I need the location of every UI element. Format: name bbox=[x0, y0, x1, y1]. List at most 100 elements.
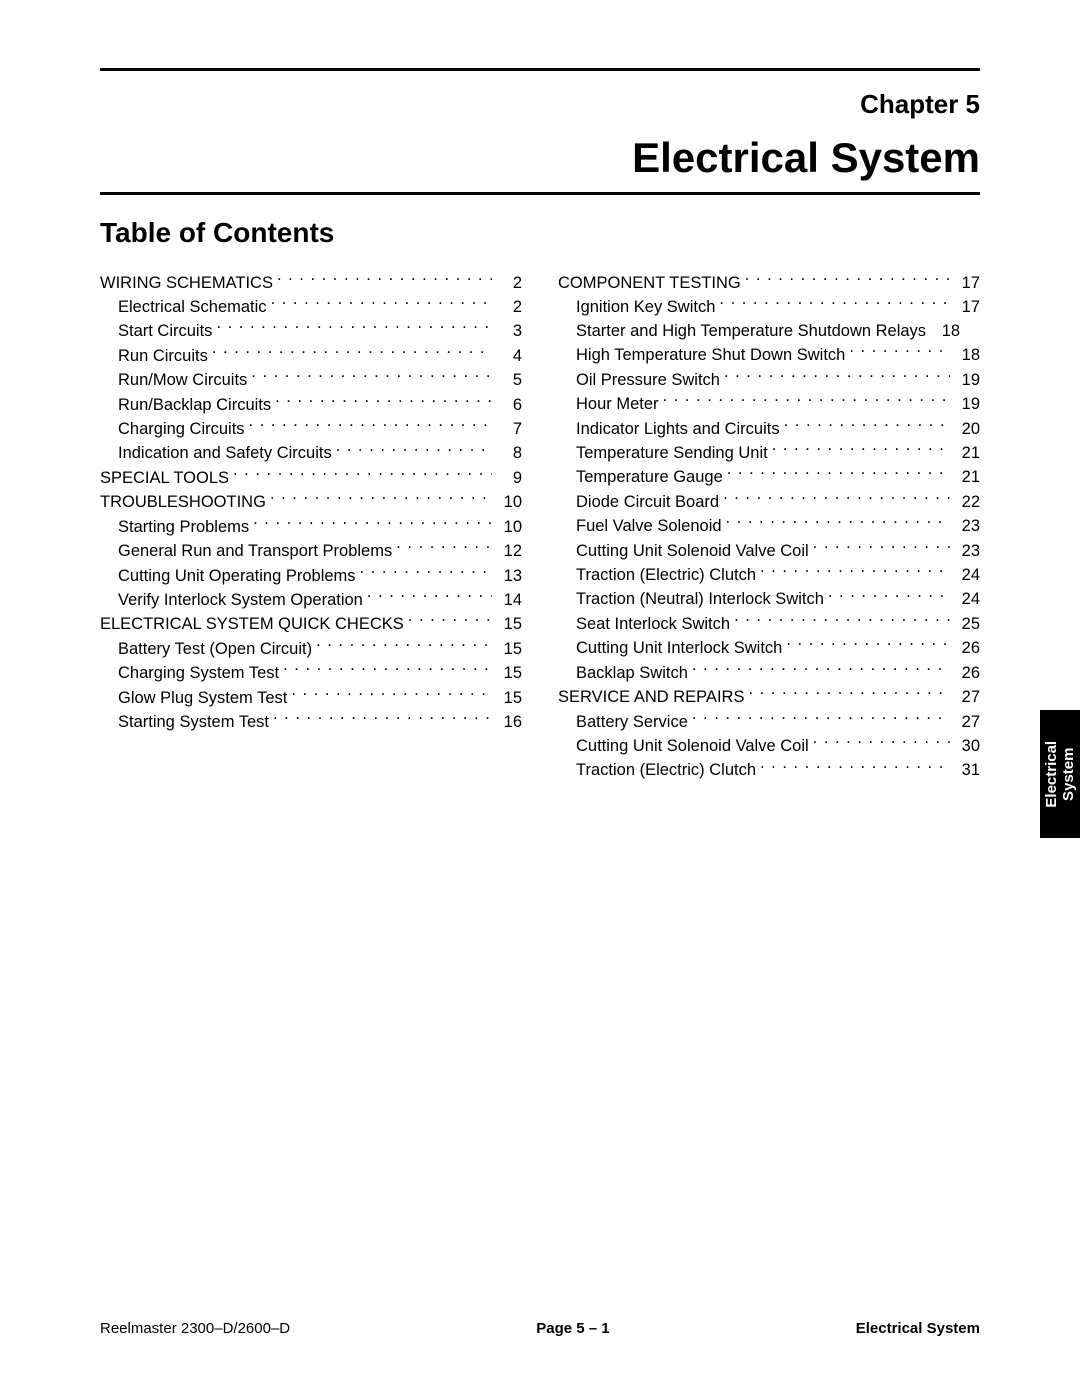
rule-top bbox=[100, 68, 980, 71]
side-tab-line1: Electrical bbox=[1043, 741, 1060, 808]
toc-entry: Traction (Electric) Clutch 24 bbox=[558, 564, 980, 588]
toc-entry-page: 18 bbox=[954, 344, 980, 368]
toc-leader-dots bbox=[760, 564, 950, 581]
toc-entry: Oil Pressure Switch19 bbox=[558, 368, 980, 392]
toc-entry: Glow Plug System Test 15 bbox=[100, 686, 522, 710]
toc-entry: Starting Problems10 bbox=[100, 515, 522, 539]
toc-leader-dots bbox=[273, 711, 492, 728]
toc-entry: Ignition Key Switch17 bbox=[558, 295, 980, 319]
toc-leader-dots bbox=[249, 418, 492, 435]
toc-leader-dots bbox=[408, 613, 492, 630]
toc-entry: Cutting Unit Solenoid Valve Coil30 bbox=[558, 735, 980, 759]
toc-entry-label: Starting System Test bbox=[118, 711, 269, 735]
toc-entry-page: 2 bbox=[496, 296, 522, 320]
toc-entry-page: 7 bbox=[496, 418, 522, 442]
toc-entry-page: 4 bbox=[496, 345, 522, 369]
toc-leader-dots bbox=[336, 442, 492, 459]
toc-entry-page: 5 bbox=[496, 369, 522, 393]
toc-leader-dots bbox=[233, 466, 492, 483]
toc-leader-dots bbox=[367, 588, 492, 605]
toc-entry-page: 24 bbox=[954, 564, 980, 588]
footer-center: Page 5 – 1 bbox=[536, 1320, 609, 1337]
toc-entry-label: WIRING SCHEMATICS bbox=[100, 272, 273, 296]
toc-leader-dots bbox=[786, 637, 950, 654]
toc-entry: Traction (Neutral) Interlock Switch24 bbox=[558, 588, 980, 612]
toc-entry-label: Glow Plug System Test bbox=[118, 687, 287, 711]
toc-entry-label: Run/Mow Circuits bbox=[118, 369, 247, 393]
toc-leader-dots bbox=[360, 564, 492, 581]
toc-leader-dots bbox=[734, 612, 950, 629]
toc-entry-label: Temperature Gauge bbox=[576, 466, 723, 490]
toc-entry: WIRING SCHEMATICS 2 bbox=[100, 271, 522, 295]
toc-leader-dots bbox=[692, 710, 950, 727]
toc-entry-page: 27 bbox=[954, 711, 980, 735]
toc-leader-dots bbox=[727, 466, 950, 483]
toc-entry-label: Battery Service bbox=[576, 711, 688, 735]
toc-entry-label: Traction (Electric) Clutch bbox=[576, 564, 756, 588]
toc-entry-page: 24 bbox=[954, 588, 980, 612]
page-container: Chapter 5 Electrical System Table of Con… bbox=[0, 0, 1080, 783]
toc-leader-dots bbox=[396, 540, 492, 557]
footer-left: Reelmaster 2300–D/2600–D bbox=[100, 1320, 290, 1337]
toc-entry-page: 27 bbox=[954, 686, 980, 710]
toc-entry-label: Cutting Unit Solenoid Valve Coil bbox=[576, 540, 809, 564]
toc-column-right: COMPONENT TESTING17Ignition Key Switch17… bbox=[558, 271, 980, 783]
toc-entry-page: 19 bbox=[954, 393, 980, 417]
toc-entry: Cutting Unit Interlock Switch26 bbox=[558, 637, 980, 661]
toc-entry-page: 26 bbox=[954, 637, 980, 661]
toc-entry: SERVICE AND REPAIRS 27 bbox=[558, 686, 980, 710]
toc-entry-page: 13 bbox=[496, 565, 522, 589]
toc-entry: Cutting Unit Solenoid Valve Coil23 bbox=[558, 539, 980, 563]
toc-entry: Starter and High Temperature Shutdown Re… bbox=[558, 320, 980, 344]
side-tab: Electrical System bbox=[1040, 710, 1080, 838]
toc-entry-page: 12 bbox=[496, 540, 522, 564]
toc-entry: Start Circuits3 bbox=[100, 320, 522, 344]
toc-entry-page: 25 bbox=[954, 613, 980, 637]
toc-entry-label: Run Circuits bbox=[118, 345, 208, 369]
toc-entry: ELECTRICAL SYSTEM QUICK CHECKS15 bbox=[100, 613, 522, 637]
toc-entry-label: SERVICE AND REPAIRS bbox=[558, 686, 744, 710]
toc-entry: COMPONENT TESTING17 bbox=[558, 271, 980, 295]
toc-entry-label: Charging Circuits bbox=[118, 418, 245, 442]
toc-entry-label: Starting Problems bbox=[118, 516, 249, 540]
toc-entry-page: 6 bbox=[496, 394, 522, 418]
toc-entry: Indicator Lights and Circuits20 bbox=[558, 417, 980, 441]
toc-entry-label: Indicator Lights and Circuits bbox=[576, 418, 780, 442]
toc-entry-page: 17 bbox=[954, 296, 980, 320]
toc-leader-dots bbox=[828, 588, 950, 605]
toc-entry: Cutting Unit Operating Problems 13 bbox=[100, 564, 522, 588]
toc-entry-page: 22 bbox=[954, 491, 980, 515]
toc-leader-dots bbox=[813, 735, 950, 752]
toc-entry-label: Diode Circuit Board bbox=[576, 491, 719, 515]
toc-entry-page: 16 bbox=[496, 711, 522, 735]
toc-entry-label: Cutting Unit Operating Problems bbox=[118, 565, 356, 589]
toc-entry-label: TROUBLESHOOTING bbox=[100, 491, 266, 515]
toc-entry-label: Electrical Schematic bbox=[118, 296, 267, 320]
toc-entry: Temperature Sending Unit21 bbox=[558, 441, 980, 465]
toc-entry: Seat Interlock Switch25 bbox=[558, 612, 980, 636]
toc-entry-label: Charging System Test bbox=[118, 662, 279, 686]
toc-entry-label: Run/Backlap Circuits bbox=[118, 394, 271, 418]
toc-entry-page: 26 bbox=[954, 662, 980, 686]
toc-entry-page: 15 bbox=[496, 687, 522, 711]
toc-entry-label: Fuel Valve Solenoid bbox=[576, 515, 722, 539]
toc-leader-dots bbox=[253, 515, 492, 532]
toc-entry-page: 2 bbox=[496, 272, 522, 296]
toc-entry-label: Verify Interlock System Operation bbox=[118, 589, 363, 613]
toc-entry-label: ELECTRICAL SYSTEM QUICK CHECKS bbox=[100, 613, 404, 637]
toc-leader-dots bbox=[724, 368, 950, 385]
toc-leader-dots bbox=[760, 759, 950, 776]
toc-entry-label: Hour Meter bbox=[576, 393, 659, 417]
toc-leader-dots bbox=[251, 369, 492, 386]
toc-entry-page: 15 bbox=[496, 638, 522, 662]
toc-leader-dots bbox=[692, 661, 950, 678]
toc-entry: Starting System Test 16 bbox=[100, 711, 522, 735]
toc-leader-dots bbox=[291, 686, 492, 703]
toc-entry-page: 30 bbox=[954, 735, 980, 759]
toc-entry: General Run and Transport Problems12 bbox=[100, 540, 522, 564]
toc-entry-label: Backlap Switch bbox=[576, 662, 688, 686]
toc-entry-label: Battery Test (Open Circuit) bbox=[118, 638, 312, 662]
toc-entry-page: 19 bbox=[954, 369, 980, 393]
toc-leader-dots bbox=[271, 295, 492, 312]
toc-entry-label: Start Circuits bbox=[118, 320, 212, 344]
